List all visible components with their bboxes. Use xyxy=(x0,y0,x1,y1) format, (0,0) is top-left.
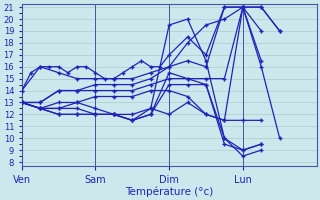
X-axis label: Température (°c): Température (°c) xyxy=(125,186,213,197)
